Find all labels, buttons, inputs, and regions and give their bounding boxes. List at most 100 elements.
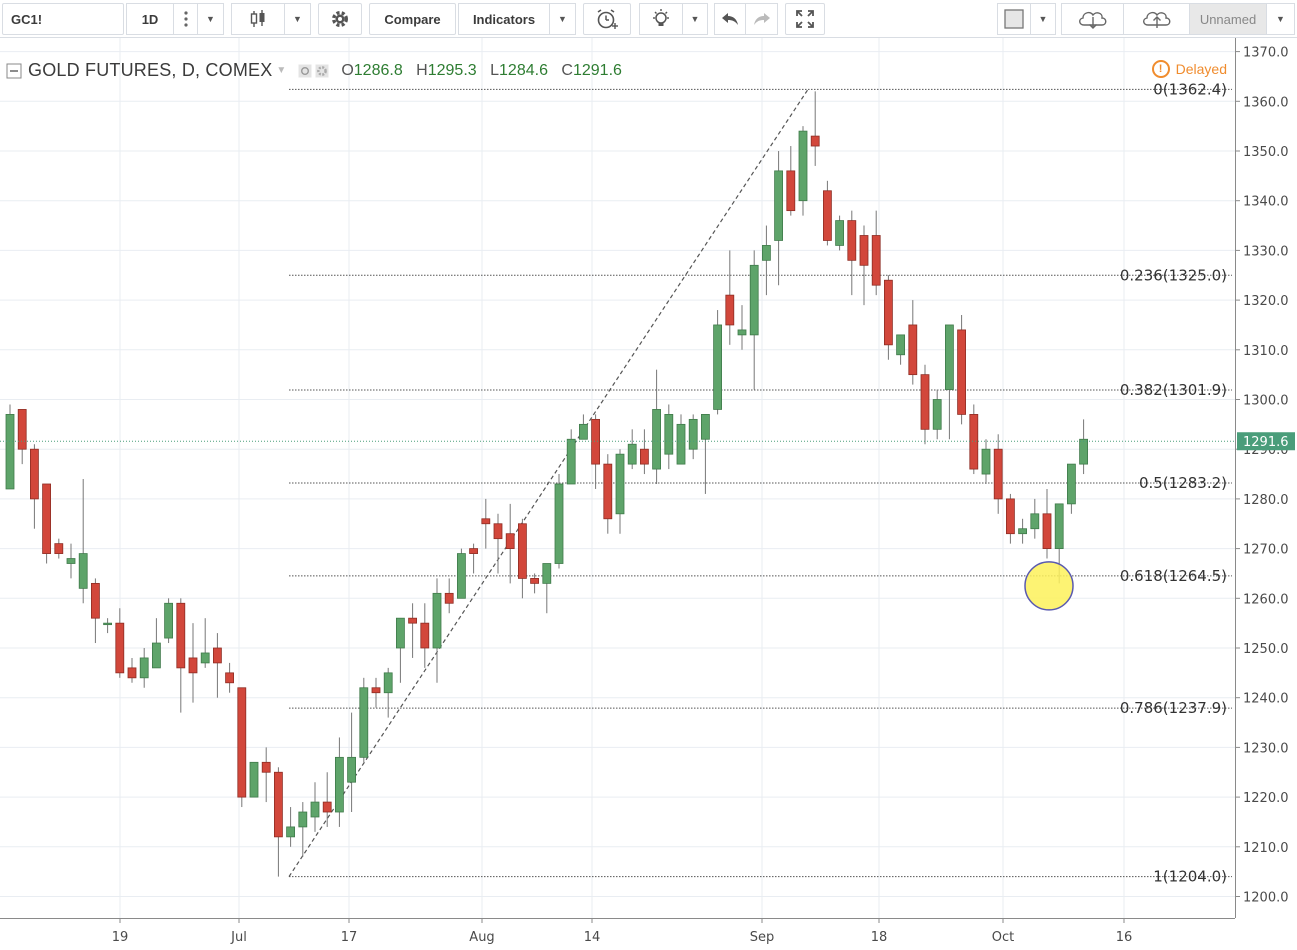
- fibonacci-retracement[interactable]: 0(1362.4) 0.236(1325.0) 0.382(1301.9) 0.5(1…: [288, 80, 1232, 886]
- candles: [5, 91, 1088, 877]
- chevron-down-icon: ▼: [558, 14, 567, 24]
- compare-button[interactable]: Compare: [369, 3, 456, 35]
- candle: [29, 448, 39, 500]
- candle: [945, 324, 954, 390]
- delayed-status[interactable]: ! Delayed: [1151, 60, 1227, 78]
- ideas-button[interactable]: [639, 3, 683, 35]
- chevron-down-icon: ▼: [690, 14, 700, 24]
- candle: [469, 548, 479, 554]
- candle: [408, 617, 418, 624]
- fib-level-label: 0(1362.4): [1153, 80, 1227, 98]
- gear-icon[interactable]: [315, 64, 329, 78]
- candle: [151, 642, 161, 669]
- candle: [1018, 528, 1027, 535]
- candlestick-chart[interactable]: 0(1362.4) 0.236(1325.0) 0.382(1301.9) 0.5(1…: [0, 38, 1297, 950]
- candle: [334, 756, 344, 813]
- indicators-button[interactable]: Indicators: [458, 3, 550, 35]
- chevron-down-icon[interactable]: ▼: [276, 65, 287, 76]
- candle: [456, 553, 466, 599]
- alert-button[interactable]: [583, 3, 631, 35]
- interval-label: 1D: [141, 11, 159, 27]
- candle: [444, 592, 454, 604]
- candle: [591, 418, 600, 465]
- more-vert-icon[interactable]: [174, 3, 198, 35]
- chevron-down-icon: ▼: [293, 14, 302, 24]
- collapse-icon[interactable]: [6, 63, 22, 79]
- candle: [395, 617, 405, 649]
- ideas-dropdown[interactable]: ▼: [683, 3, 708, 35]
- candle: [1006, 498, 1015, 535]
- chart-area[interactable]: 0(1362.4) 0.236(1325.0) 0.382(1301.9) 0.5(1…: [0, 38, 1297, 950]
- undo-icon: [722, 13, 738, 25]
- alarm-add-icon: [597, 9, 618, 29]
- time-tick-label: 16: [1116, 930, 1133, 945]
- symbol-text: GC1!: [11, 11, 43, 27]
- fib-level-label: 0.618(1264.5): [1120, 567, 1227, 585]
- lightbulb-icon: [653, 9, 669, 26]
- time-tick-label: 17: [341, 930, 358, 945]
- color-button[interactable]: [997, 3, 1031, 35]
- candle: [652, 409, 661, 470]
- time-tick-label: 19: [112, 930, 129, 945]
- top-toolbar: GC1! 1D ▼ ▼ Compare Indicators ▼: [0, 0, 1297, 38]
- price-tick-label: 1210.0: [1243, 841, 1289, 856]
- fullscreen-button[interactable]: [785, 3, 825, 35]
- save-chart-button[interactable]: [1124, 3, 1190, 35]
- candle: [298, 811, 308, 828]
- chart-type-dropdown[interactable]: ▼: [285, 3, 311, 35]
- price-tick-label: 1360.0: [1243, 95, 1289, 110]
- candle: [115, 622, 125, 674]
- time-tick-label: Oct: [992, 930, 1014, 945]
- time-tick-label: 14: [584, 930, 601, 945]
- price-tick-label: 1250.0: [1243, 642, 1289, 657]
- layout-name-button[interactable]: Unnamed: [1190, 3, 1267, 35]
- candle: [432, 592, 442, 649]
- time-tick-label: Sep: [750, 930, 775, 945]
- settings-button[interactable]: [318, 3, 362, 35]
- undo-button[interactable]: [714, 3, 746, 35]
- candle: [676, 423, 686, 465]
- close-label: C: [561, 61, 573, 79]
- low-value: 1284.6: [499, 61, 548, 79]
- candle: [42, 483, 51, 554]
- interval-button[interactable]: 1D: [126, 3, 174, 35]
- layout-dropdown[interactable]: ▼: [1267, 3, 1295, 35]
- color-square-icon: [1004, 9, 1024, 29]
- high-label: H: [416, 61, 428, 79]
- redo-button[interactable]: [746, 3, 778, 35]
- candle: [737, 329, 747, 336]
- candle: [786, 170, 796, 212]
- indicators-dropdown[interactable]: ▼: [550, 3, 576, 35]
- candle: [908, 324, 918, 376]
- candle: [78, 553, 88, 589]
- chart-type-button[interactable]: [231, 3, 285, 35]
- price-tick-label: 1340.0: [1243, 195, 1289, 210]
- fib-level-label: 0.786(1237.9): [1120, 699, 1227, 717]
- time-scale-bg: [0, 918, 1297, 950]
- candle: [237, 687, 247, 798]
- warning-icon: !: [1151, 60, 1170, 78]
- interval-dropdown-button[interactable]: ▼: [198, 3, 224, 35]
- candle: [347, 756, 357, 783]
- candle: [810, 135, 820, 147]
- candle: [383, 672, 393, 694]
- candle: [518, 523, 527, 579]
- candle: [749, 264, 759, 336]
- eye-icon[interactable]: [298, 64, 312, 78]
- candle: [701, 414, 710, 440]
- candle: [530, 578, 539, 584]
- price-scale-bg: [1235, 38, 1297, 950]
- series-title[interactable]: GOLD FUTURES, D, COMEX: [28, 60, 273, 80]
- candle: [322, 801, 332, 813]
- candle: [249, 761, 259, 798]
- load-chart-button[interactable]: [1061, 3, 1124, 35]
- highlight-circle: [1024, 561, 1074, 611]
- candle: [200, 652, 210, 664]
- candle: [273, 771, 283, 838]
- chevron-down-icon: ▼: [1038, 14, 1048, 24]
- candle: [127, 667, 137, 679]
- candle: [640, 448, 649, 465]
- color-dropdown[interactable]: ▼: [1031, 3, 1056, 35]
- candle: [762, 245, 771, 261]
- symbol-search-input[interactable]: GC1!: [2, 3, 124, 35]
